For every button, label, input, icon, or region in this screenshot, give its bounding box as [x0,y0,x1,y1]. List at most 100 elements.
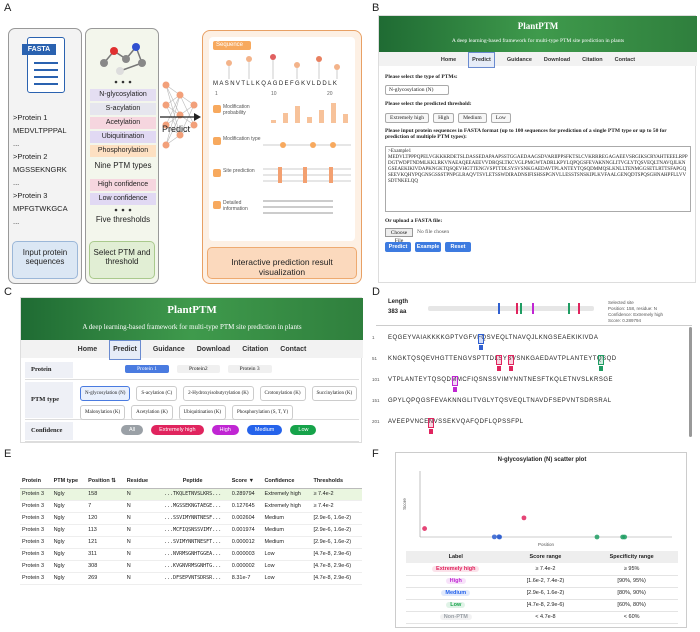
ptm-option[interactable]: Acetylation (K) [131,405,173,420]
nav-item[interactable]: Home [77,346,98,353]
dots [114,208,132,212]
column-header: Label [448,554,463,560]
row-start: 1 [372,335,375,340]
table-cell: N [126,575,131,581]
sequence-tick: 20 [327,91,333,97]
table-cell: N [126,515,131,521]
table-cell: 0.127645 [231,503,255,509]
table-row[interactable]: Protein 3 Ngly 269 N ...DFSEPVNTSDRSR... 8.31… [20,572,362,584]
confidence-chip[interactable]: High [211,425,239,435]
panel-d: Length 383 aa Selected site Position: 158, … [372,297,694,443]
row-sequence: EQGEYVAIAKKKKGPTVGFVFQSVEQLTNAVQJLKNGSEA… [388,335,599,341]
row-start: 201 [372,419,380,424]
ptm-option[interactable]: Malonylation (K) [80,405,126,420]
ptm-chip: N-glycosylation [90,89,156,101]
site-highlight [496,355,502,365]
table-row: Non-PTM < 4.7e-8 < 60% [406,611,678,623]
threshold-chip[interactable]: Medium [458,113,487,123]
ptm-option[interactable]: Succinylation (K) [311,386,358,401]
nav-item[interactable]: Predict [468,52,495,68]
table-cell: 0.000002 [231,563,255,569]
ptm-select[interactable]: N-glycosylation (N) [385,85,449,95]
threshold-chip[interactable]: Low [490,113,511,123]
protein-tab[interactable]: Protein 3 [227,365,272,373]
confidence-chip[interactable]: All [121,425,144,435]
table-cell: ...DFSEPVNTSDRSR... [164,575,222,581]
site-highlight [508,355,514,365]
panel-a: FASTA >Protein 1 MEDVLTPPPAL... >Protein 2 M… [0,20,365,286]
table-row[interactable]: Protein 3 Ngly 120 N ...SSVIMYNNTNESF... 0.00… [20,512,362,524]
table-cell: Low [264,563,275,569]
threshold-chip[interactable]: Extremely high [385,113,430,123]
nav-item[interactable]: Contact [614,57,636,63]
table-row[interactable]: Protein 3 Ngly 158 N ...TKQLETNVSLKRS... 0.28… [20,488,362,500]
file-button[interactable]: Choose File [385,228,413,244]
confidence-chip[interactable]: Low [290,425,317,435]
nav-item[interactable]: Home [440,57,457,63]
table-row[interactable]: Protein 3 Ngly 311 N ...NVRMSGNHTGGEA... 0.00… [20,548,362,560]
protein-bar [428,303,594,314]
label-chip: Extremely high [432,565,480,572]
head [246,56,252,62]
row-start: 51 [372,356,378,361]
table-row[interactable]: Protein 3 Ngly 113 N ...MCFIQSNSSVIMY... 0.00… [20,524,362,536]
row-icon [213,169,221,177]
column-header: Score range [529,554,562,560]
atom [122,55,130,63]
row-header: PTM type [25,382,73,418]
table-row[interactable]: Protein 3 Ngly 7 N ...MGSSEKNGTAEGE... 0.1276… [20,500,362,512]
doc-line [34,76,58,78]
ptm-option[interactable]: S-acylation (C) [136,386,178,401]
action-button[interactable]: Reset [445,242,471,252]
nav-item[interactable]: Guidance [506,57,532,63]
protein-tab[interactable]: Protein2 [177,365,220,373]
column-header[interactable]: Position ⇅ [88,477,116,484]
table-row[interactable]: Protein 3 Ngly 121 N ...SVIMYNNTNESFT... 0.00… [20,536,362,548]
column-header[interactable]: Score ▼ [231,477,255,484]
row-icon [213,201,221,209]
protein-line: ... [13,178,20,187]
ptm-option[interactable]: Phosphorylation (S, T, Y) [232,405,294,420]
nav-bar: Home Predict Guidance Download Citation Conta… [21,340,363,360]
nav-item[interactable]: Citation [242,346,269,353]
table-cell: 308 [88,563,98,569]
table-row[interactable]: Protein 3 Ngly 308 N ...KVGNVRMSGNHTG... 0.00… [20,560,362,572]
sequence-input[interactable]: >Example1 MEDVLTPPPQPELVGKKKRDETSLDASSED… [385,146,691,212]
dot [121,208,125,212]
ptm-option[interactable]: 2-Hydroxyisobutyrylation (K) [183,386,254,401]
threshold-chip[interactable]: High [433,113,455,123]
nav-item[interactable]: Download [196,346,231,353]
confidence-chip[interactable]: Extremely high [151,425,204,435]
nav-item[interactable]: Predict [109,340,141,360]
nav-item[interactable]: Citation [582,57,603,63]
table-cell: ...TKQLETNVSLKRS... [164,491,222,497]
nav-item[interactable]: Download [543,57,571,63]
nav-item[interactable]: Contact [280,346,307,353]
ptm-option[interactable]: N-glycosylation (N) [80,386,131,401]
site-name: PlantPTM [517,21,559,32]
header-row: Label Score range Specificity range [406,551,678,563]
info-line: Selected site [608,300,634,305]
row-sequence: VTPLANTEYTQSQDMMCFIQSNSSVIMYNNTNESFTKQLE… [388,377,614,383]
scatter-plot: Score Position [402,471,672,547]
table-cell: 0.000012 [231,539,255,545]
site-highlight [452,376,458,386]
protein-tab[interactable]: Protein 1 [125,365,170,373]
table-cell: [90%, 95%) [585,575,678,587]
action-button[interactable]: Predict [385,242,411,252]
confidence-chip[interactable]: Medium [246,425,283,435]
table-cell: Ngly [53,515,65,521]
table-cell: 311 [88,551,97,557]
table-cell: 0.002604 [231,515,255,521]
table-cell: Low [264,551,275,557]
nav-item[interactable]: Guidance [152,346,185,353]
ptm-option[interactable]: Ubiquitination (K) [178,405,227,420]
table-cell: < 4.7e-8 [506,611,586,623]
atom [100,59,108,67]
dots [114,80,132,84]
bar [319,110,324,123]
table-cell: 0.001974 [231,527,255,533]
ptm-option[interactable]: Crotonylation (K) [259,386,306,401]
action-button[interactable]: Example [415,242,441,252]
